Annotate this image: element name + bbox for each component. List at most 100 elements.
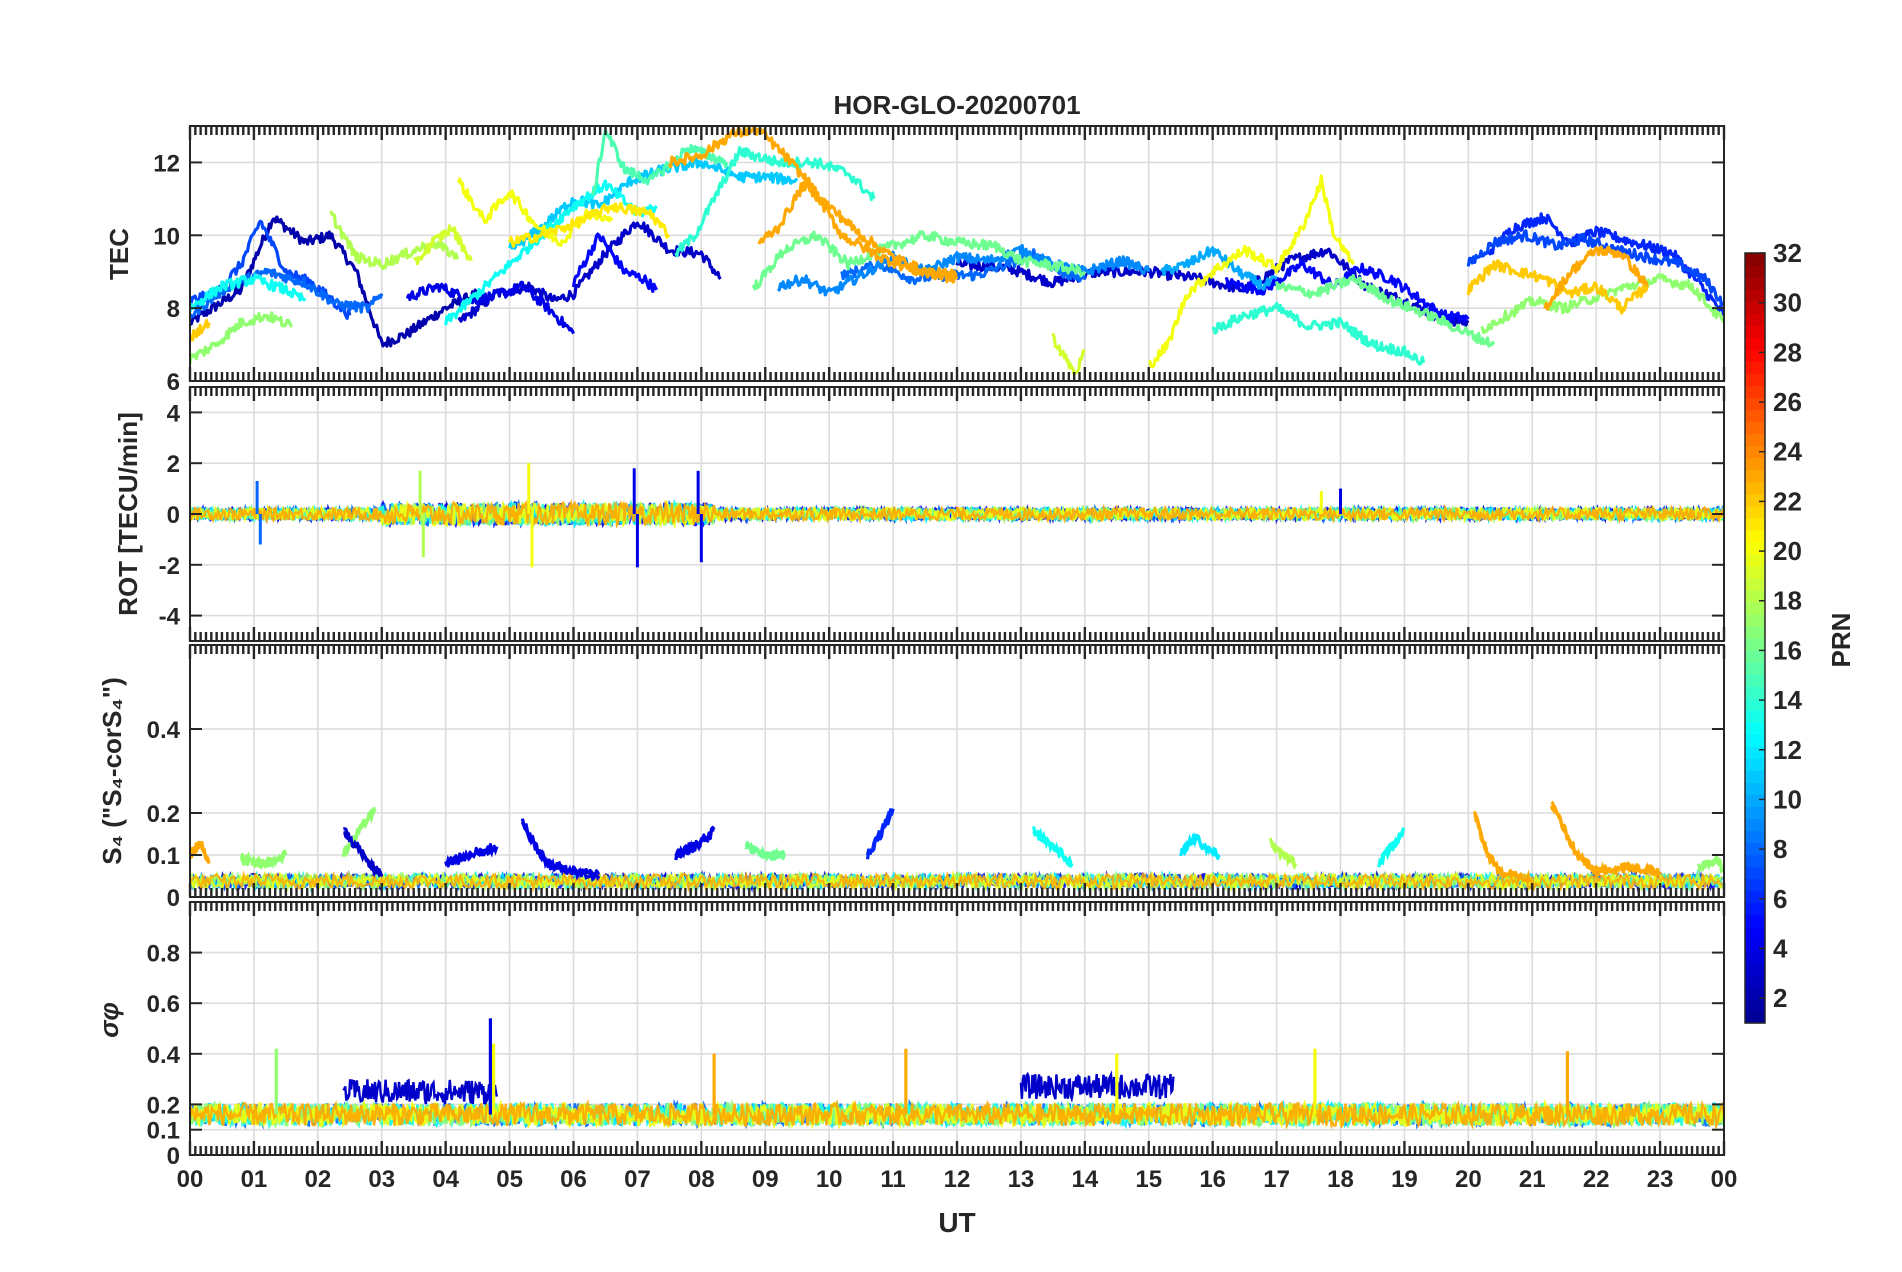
tec-series-prn-7 [1466, 229, 1724, 308]
colorbar-gradient [1745, 253, 1765, 1024]
tec-series-prn-5 [571, 232, 659, 293]
colorbar-segment [1745, 541, 1765, 555]
colorbar-tick-label: 6 [1773, 884, 1787, 914]
colorbar-tick-label: 14 [1773, 685, 1802, 715]
colorbar-label: PRN [1826, 613, 1856, 668]
tec-series-prn-3 [457, 221, 722, 323]
colorbar-segment [1745, 974, 1765, 988]
colorbar-segment [1745, 782, 1765, 796]
tec-series-prn-9 [776, 243, 1151, 297]
colorbar-tick-label: 18 [1773, 586, 1802, 616]
x-tick-label: 09 [752, 1166, 779, 1193]
panel-s4: 0 0.1 0.2 0.4 S₄ ("S₄-corS₄") [97, 644, 1726, 912]
s4-series-prn-17 [343, 807, 376, 857]
colorbar-segment [1745, 794, 1765, 808]
s4-series-prn-23 [1550, 800, 1662, 879]
y-tick-label: -4 [159, 604, 181, 631]
colorbar-segment [1745, 517, 1765, 531]
colorbar-segment [1745, 746, 1765, 759]
y-tick-label: 4 [167, 400, 181, 427]
colorbar-segment [1745, 373, 1765, 386]
x-axis-ticklabels: 00 01 02 03 04 05 06 07 08 09 10 11 12 13 14 15 16 17 18 19… [177, 1166, 1738, 1193]
x-tick-label: 16 [1199, 1166, 1226, 1193]
s4-series-prn-17 [1696, 852, 1724, 875]
x-tick-label: 00 [177, 1166, 204, 1193]
y-tick-label: 0.4 [147, 1042, 181, 1069]
s4-series-prn-17 [240, 849, 288, 870]
tec-series-prn-21 [508, 201, 671, 248]
x-tick-label: 06 [560, 1166, 587, 1193]
s4-series-prn-4 [444, 843, 499, 867]
s4-series-prn-3 [343, 830, 384, 878]
colorbar-segment [1745, 625, 1765, 639]
x-tick-label: 13 [1008, 1166, 1035, 1193]
tec-series-prn-20 [456, 177, 614, 247]
x-tick-label: 18 [1327, 1166, 1354, 1193]
colorbar-segment [1745, 397, 1765, 411]
tec-series-prn-22 [1466, 259, 1649, 315]
tec-yticklabels: 6 8 10 12 [153, 150, 180, 396]
x-tick-label: 08 [688, 1166, 715, 1193]
colorbar-segment [1745, 481, 1765, 495]
rot-ticks [188, 387, 1726, 641]
y-tick-label: 0 [167, 885, 180, 912]
colorbar-segment [1745, 662, 1765, 675]
colorbar-segment [1745, 722, 1765, 735]
s4-series-prn-23 [1474, 813, 1533, 885]
tec-series-prn-19 [412, 224, 473, 266]
x-tick-label: 01 [241, 1166, 268, 1193]
tec-series-prn-17 [1480, 273, 1724, 335]
colorbar-segment [1745, 409, 1765, 423]
sig-bump-prn-3 [342, 1078, 498, 1107]
x-tick-label: 00 [1711, 1166, 1738, 1193]
x-tick-label: 03 [368, 1166, 395, 1193]
colorbar-segment [1745, 926, 1765, 940]
tec-series-prn-10 [1160, 246, 1278, 291]
colorbar-segment [1745, 505, 1765, 519]
colorbar-segment [1745, 890, 1765, 904]
panel-sigma-phi: 00.10.2 0.4 0.6 0.8 σφ [94, 901, 1726, 1170]
colorbar-segment [1745, 902, 1765, 916]
colorbar-tick-label: 10 [1773, 784, 1802, 814]
colorbar-tick-label: 22 [1773, 486, 1802, 516]
colorbar-tick-label: 32 [1773, 238, 1802, 268]
colorbar-segment [1745, 962, 1765, 976]
x-tick-label: 04 [432, 1166, 459, 1193]
y-tick-label: 12 [153, 150, 180, 177]
tec-series-prn-14 [674, 145, 876, 258]
colorbar-segment [1745, 277, 1765, 290]
colorbar-segment [1745, 529, 1765, 543]
colorbar-segment [1745, 433, 1765, 447]
sig-bump-prn-3 [1019, 1070, 1175, 1103]
tec-series-prn-13 [190, 273, 307, 312]
y-tick-label: -2 [159, 553, 180, 580]
sig-yticklabels: 00.10.2 0.4 0.6 0.8 [147, 941, 181, 1170]
tec-series-prn-20 [1147, 174, 1355, 369]
s4-series-prn-18 [1269, 839, 1298, 871]
tec-ticks [188, 126, 1726, 382]
colorbar-segment [1745, 866, 1765, 880]
tec-series-prn-17 [190, 311, 294, 364]
colorbar-segment [1745, 998, 1765, 1012]
tec-series-prn-16 [1275, 274, 1496, 348]
colorbar-segment [1745, 253, 1765, 266]
x-axis-label: UT [938, 1207, 975, 1238]
s4-series-prn-23 [1549, 804, 1662, 878]
colorbar-tick-label: 12 [1773, 735, 1802, 765]
x-tick-label: 23 [1647, 1166, 1674, 1193]
colorbar-segment [1745, 686, 1765, 699]
colorbar-tick-label: 28 [1773, 337, 1802, 367]
colorbar-segment [1745, 770, 1765, 783]
y-tick-label: 10 [153, 223, 180, 250]
sig-ylabel: σφ [94, 1002, 124, 1038]
tec-series-prn-23 [667, 126, 959, 284]
s4-yticklabels: 0 0.1 0.2 0.4 [147, 717, 181, 912]
rot-series-prn-23 [190, 498, 1724, 530]
colorbar-segment [1745, 638, 1765, 651]
tec-series-prn-2 [190, 215, 479, 348]
colorbar-segment [1745, 698, 1765, 711]
s4-series-prn-12 [1180, 831, 1220, 858]
colorbar-segment [1745, 1010, 1765, 1024]
colorbar-segment [1745, 650, 1765, 663]
colorbar-segment [1745, 445, 1765, 459]
